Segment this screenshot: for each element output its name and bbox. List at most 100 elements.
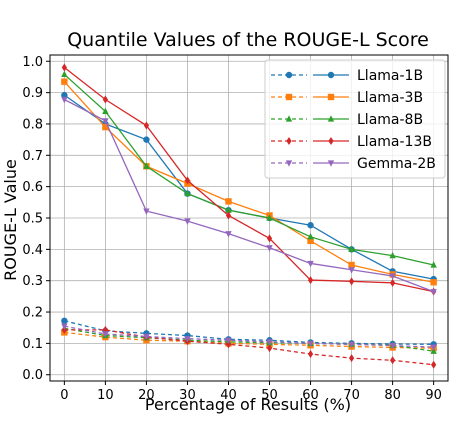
axis-ticks: 0.0 0.1 0.2 0.3 0.4 0.5 0.6 0.7 0.8 0.9 1.0 0 10 20 30… <box>22 55 442 403</box>
x-tick-label: 40 <box>220 388 237 403</box>
legend-entry-llama-1b: Llama-1B <box>271 68 423 84</box>
gemma-2b-solid-point <box>307 260 314 268</box>
x-tick-label: 10 <box>97 388 114 403</box>
llama-3b-dashed-line <box>64 331 434 349</box>
legend-dashed-marker <box>285 115 293 122</box>
series-llama-13b <box>61 63 437 369</box>
llama-8b-solid-point <box>348 245 355 252</box>
llama-13b-dashed-point <box>431 360 437 369</box>
gemma-2b-solid-point <box>225 231 232 238</box>
llama-13b-solid-point <box>225 211 232 220</box>
gemma-2b-dashed-point <box>184 336 191 343</box>
legend-solid-marker <box>328 137 334 145</box>
llama-8b-solid-point <box>307 233 314 240</box>
llama-3b-solid-point <box>102 123 109 131</box>
llama-1b-dashed-line <box>64 320 434 345</box>
llama-8b-solid-point <box>102 107 109 115</box>
llama-13b-solid-point <box>307 276 314 285</box>
llama-13b-dashed-point <box>225 340 232 349</box>
y-tick-label: 0.3 <box>22 274 43 289</box>
gemma-2b-solid-line <box>64 98 434 293</box>
gemma-2b-dashed-point <box>430 344 437 351</box>
llama-8b-solid-point <box>389 251 396 259</box>
y-tick-label: 0.1 <box>22 337 43 352</box>
gemma-2b-solid-point <box>430 289 437 296</box>
llama-8b-solid-point <box>184 189 191 197</box>
y-tick-label: 0.5 <box>22 212 43 227</box>
x-tick-label: 70 <box>343 388 360 403</box>
legend-label: Llama-13B <box>357 134 432 150</box>
chart-title: Quantile Values of the ROUGE-L Score <box>67 29 429 51</box>
legend-solid-marker <box>327 93 335 101</box>
llama-8b-solid-point <box>430 261 437 268</box>
gemma-2b-solid-point <box>184 218 191 225</box>
llama-13b-dashed-point <box>307 350 314 359</box>
legend-solid-marker <box>327 71 335 79</box>
llama-13b-solid-point <box>266 234 273 243</box>
legend-solid-marker <box>327 115 335 122</box>
llama-1b-solid-point <box>307 222 314 229</box>
llama-13b-solid-point <box>102 95 108 104</box>
x-tick-label: 30 <box>179 388 196 403</box>
llama-3b-solid-point <box>61 78 68 85</box>
llama-1b-solid-point <box>61 91 68 99</box>
llama-8b-solid-point <box>266 214 273 221</box>
llama-8b-solid-point <box>143 162 150 169</box>
llama-13b-solid-point <box>61 63 67 72</box>
gemma-2b-solid-point <box>389 273 396 280</box>
legend-label: Llama-3B <box>357 90 423 106</box>
legend-label: Llama-1B <box>357 68 423 84</box>
gemma-2b-solid-point <box>61 96 68 104</box>
gemma-2b-solid-point <box>102 118 109 125</box>
legend-entry-gemma-2b: Gemma-2B <box>271 156 436 172</box>
gemma-2b-solid-point <box>143 208 150 215</box>
gemma-2b-dashed-point <box>102 331 109 338</box>
legend-label: Llama-8B <box>357 112 423 128</box>
llama-13b-dashed-point <box>102 325 108 334</box>
gemma-2b-solid-point <box>266 245 273 252</box>
legend-dashed-marker <box>285 71 293 79</box>
y-tick-label: 1.0 <box>22 55 43 70</box>
gemma-2b-dashed-point <box>307 340 314 348</box>
llama-13b-dashed-point <box>348 354 355 363</box>
gemma-2b-dashed-point <box>61 323 68 330</box>
y-axis-label: ROUGE-L Value <box>1 159 20 281</box>
legend-dashed-marker <box>285 93 293 101</box>
y-tick-label: 0.7 <box>22 149 43 164</box>
legend: Llama-1B Llama-3B Llama-8B Llama-13B Gemma-2… <box>264 59 446 179</box>
llama-13b-solid-line <box>63 67 434 293</box>
llama-13b-dashed-point <box>390 356 396 365</box>
llama-1b-dashed-point <box>61 317 68 325</box>
y-tick-label: 0.0 <box>22 368 43 383</box>
gemma-2b-dashed-point <box>266 339 273 346</box>
llama-3b-solid-point <box>225 198 232 205</box>
llama-13b-solid-point <box>184 176 191 185</box>
legend-dashed-marker <box>285 160 293 167</box>
llama-13b-dashed-line <box>64 329 434 366</box>
llama-3b-solid-line <box>63 81 434 283</box>
llama-13b-solid-point <box>348 277 355 286</box>
gemma-2b-dashed-point <box>348 341 355 349</box>
x-tick-label: 0 <box>60 388 68 403</box>
legend-entry-llama-3b: Llama-3B <box>271 90 423 106</box>
llama-8b-solid-line <box>63 73 434 266</box>
y-tick-label: 0.9 <box>22 86 43 101</box>
gemma-2b-solid-point <box>348 267 355 274</box>
legend-label: Gemma-2B <box>357 156 436 172</box>
y-tick-label: 0.4 <box>22 243 43 258</box>
y-tick-label: 0.2 <box>22 306 43 321</box>
legend-entry-llama-8b: Llama-8B <box>271 112 423 128</box>
llama-8b-solid-point <box>225 206 232 213</box>
llama-3b-solid-point <box>430 279 437 286</box>
gemma-2b-dashed-line <box>64 325 434 348</box>
x-tick-label: 90 <box>425 388 442 403</box>
x-axis-label: Percentage of Results (%) <box>145 395 351 414</box>
series-layer <box>61 63 437 369</box>
llama-13b-solid-point <box>143 121 150 130</box>
llama-3b-solid-point <box>348 261 355 269</box>
llama-8b-solid-point <box>61 70 68 78</box>
llama-3b-solid-point <box>307 237 314 245</box>
legend-entry-llama-13b: Llama-13B <box>271 134 432 150</box>
legend-dashed-marker <box>286 137 292 145</box>
